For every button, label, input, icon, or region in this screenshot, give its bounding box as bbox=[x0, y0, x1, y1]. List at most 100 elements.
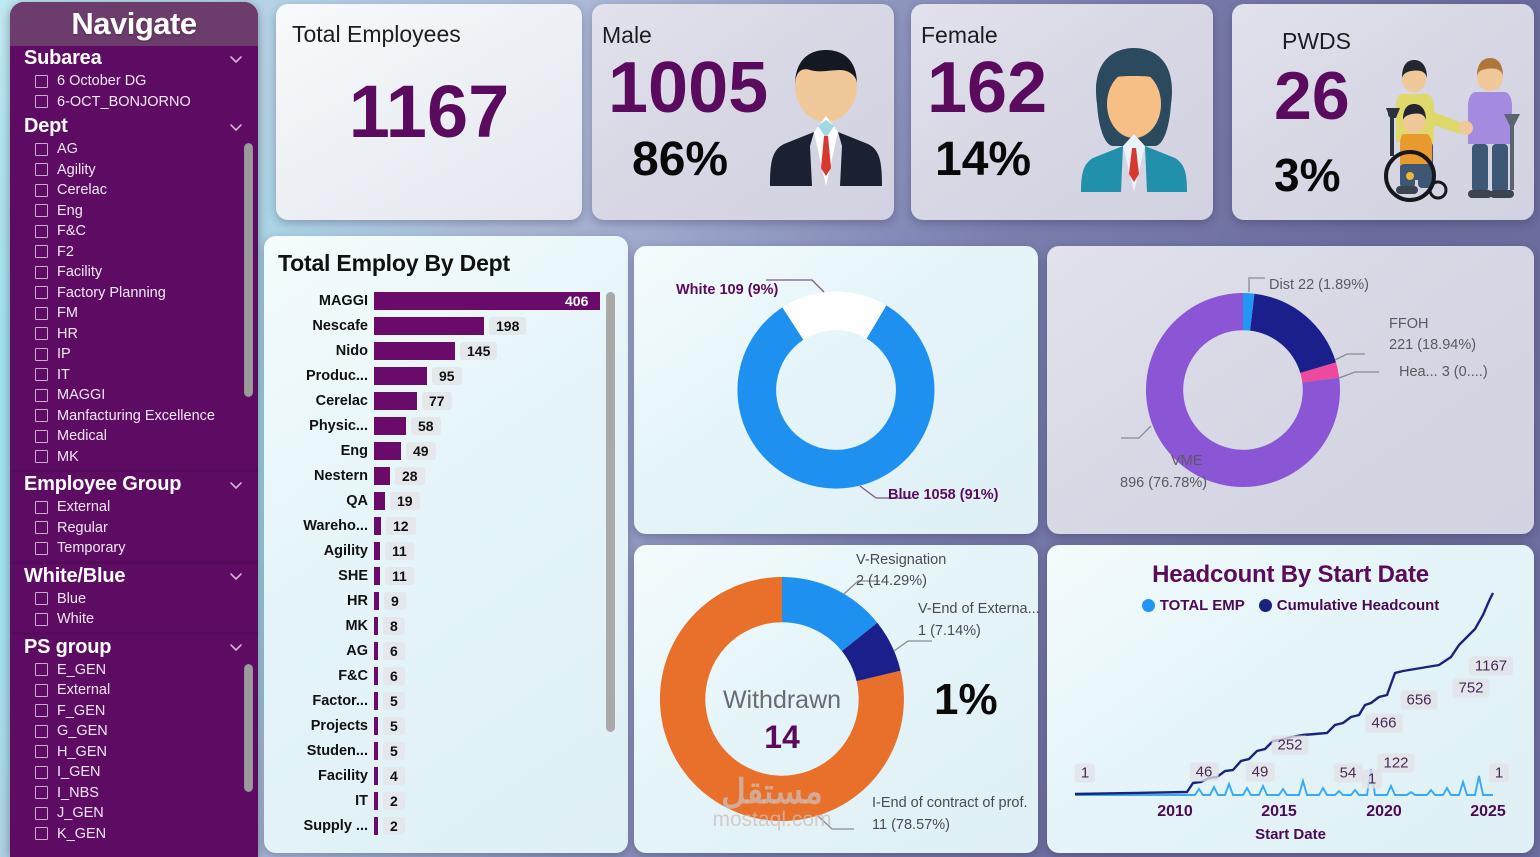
checkbox-icon[interactable] bbox=[35, 450, 48, 464]
slicer-option[interactable]: External bbox=[10, 680, 258, 701]
checkbox-icon[interactable] bbox=[35, 409, 48, 423]
bar[interactable] bbox=[374, 317, 484, 335]
slicer-option[interactable]: IP bbox=[10, 344, 258, 365]
slicer-options[interactable]: AG Agility Cerelac Eng F&C F2 Facility Factory … bbox=[10, 139, 258, 469]
bar-chart-row[interactable]: Nescafe 198 bbox=[264, 315, 628, 340]
checkbox-icon[interactable] bbox=[35, 327, 48, 341]
slicer-option[interactable]: K_GEN bbox=[10, 824, 258, 845]
slicer-header[interactable]: White/Blue bbox=[10, 564, 258, 589]
bar[interactable] bbox=[374, 667, 378, 685]
slicer-option[interactable]: J_GEN bbox=[10, 803, 258, 824]
slicer-option[interactable]: 6-OCT_BONJORNO bbox=[10, 92, 258, 113]
slicer-option[interactable]: Temporary bbox=[10, 538, 258, 559]
chevron-down-icon[interactable] bbox=[228, 639, 244, 655]
slicer-employee-group[interactable]: Employee Group External Regular Temporary bbox=[10, 472, 258, 561]
bar[interactable] bbox=[374, 392, 417, 410]
bar[interactable] bbox=[374, 542, 380, 560]
chevron-down-icon[interactable] bbox=[228, 477, 244, 493]
checkbox-icon[interactable] bbox=[35, 500, 48, 514]
bar-chart-row[interactable]: QA 19 bbox=[264, 490, 628, 515]
slicer-option[interactable]: Manfacturing Excellence bbox=[10, 406, 258, 427]
slicer-option[interactable]: Factory Planning bbox=[10, 283, 258, 304]
slicer-header[interactable]: Employee Group bbox=[10, 472, 258, 497]
bar[interactable] bbox=[374, 792, 378, 810]
bar[interactable] bbox=[374, 767, 378, 785]
slicer-option[interactable]: 6 October DG bbox=[10, 71, 258, 92]
bar[interactable] bbox=[374, 517, 381, 535]
slicer-option[interactable]: I_GEN bbox=[10, 762, 258, 783]
slicer-scrollbar[interactable] bbox=[244, 663, 253, 792]
checkbox-icon[interactable] bbox=[35, 592, 48, 606]
checkbox-icon[interactable] bbox=[35, 612, 48, 626]
slicer-ps-group[interactable]: PS group E_GEN External F_GEN G_GEN H_GEN I_GE… bbox=[10, 635, 258, 847]
bar-chart-row[interactable]: Supply ... 2 bbox=[264, 815, 628, 840]
checkbox-icon[interactable] bbox=[35, 306, 48, 320]
bar-chart-row[interactable]: AG 6 bbox=[264, 640, 628, 665]
checkbox-icon[interactable] bbox=[35, 429, 48, 443]
slicer-option[interactable]: F&C bbox=[10, 221, 258, 242]
bar[interactable] bbox=[374, 417, 406, 435]
bar-chart-rows[interactable]: MAGGI 406 Nescafe 198 Nido 145 Produc... 95 Cere… bbox=[264, 290, 628, 840]
slicer-header[interactable]: Subarea bbox=[10, 46, 258, 71]
bar[interactable] bbox=[374, 592, 379, 610]
checkbox-icon[interactable] bbox=[35, 806, 48, 820]
slicer-options[interactable]: External Regular Temporary bbox=[10, 497, 258, 561]
checkbox-icon[interactable] bbox=[35, 245, 48, 259]
checkbox-icon[interactable] bbox=[35, 541, 48, 555]
bar-chart-row[interactable]: Wareho... 12 bbox=[264, 515, 628, 540]
checkbox-icon[interactable] bbox=[35, 142, 48, 156]
bar[interactable] bbox=[374, 492, 385, 510]
slicer-option[interactable]: Agility bbox=[10, 160, 258, 181]
bar[interactable] bbox=[374, 717, 378, 735]
chevron-down-icon[interactable] bbox=[228, 568, 244, 584]
slicer-option[interactable]: Facility bbox=[10, 262, 258, 283]
bar-chart-row[interactable]: Projects 5 bbox=[264, 715, 628, 740]
navigate-sidebar[interactable]: Navigate Subarea 6 October DG 6-OCT_BONJOR… bbox=[10, 2, 258, 857]
bar[interactable] bbox=[374, 742, 378, 760]
slicer-white-blue[interactable]: White/Blue Blue White bbox=[10, 564, 258, 632]
bar-chart-row[interactable]: Agility 11 bbox=[264, 540, 628, 565]
bar-chart-row[interactable]: Cerelac 77 bbox=[264, 390, 628, 415]
slicer-option[interactable]: AG bbox=[10, 139, 258, 160]
slicer-options[interactable]: Blue White bbox=[10, 589, 258, 632]
slicer-option[interactable]: F_GEN bbox=[10, 701, 258, 722]
bar[interactable] bbox=[374, 292, 600, 310]
checkbox-icon[interactable] bbox=[35, 183, 48, 197]
checkbox-icon[interactable] bbox=[35, 786, 48, 800]
bar-chart-row[interactable]: Nestern 28 bbox=[264, 465, 628, 490]
slicer-options[interactable]: E_GEN External F_GEN G_GEN H_GEN I_GEN I_NBS J_… bbox=[10, 660, 258, 847]
slicer-option[interactable]: Medical bbox=[10, 426, 258, 447]
bar-chart-row[interactable]: SHE 11 bbox=[264, 565, 628, 590]
slicer-header[interactable]: PS group bbox=[10, 635, 258, 660]
slicer-option[interactable]: HR bbox=[10, 324, 258, 345]
bar[interactable] bbox=[374, 467, 390, 485]
bar-chart-row[interactable]: Nido 145 bbox=[264, 340, 628, 365]
bar-chart-row[interactable]: Studen... 5 bbox=[264, 740, 628, 765]
checkbox-icon[interactable] bbox=[35, 95, 48, 109]
slicer-option[interactable]: IT bbox=[10, 365, 258, 386]
slicer-option[interactable]: Blue bbox=[10, 589, 258, 610]
bar[interactable] bbox=[374, 342, 455, 360]
slicer-option[interactable]: Cerelac bbox=[10, 180, 258, 201]
legend-item-cumulative[interactable]: Cumulative Headcount bbox=[1258, 597, 1439, 614]
slicer-option[interactable]: I_NBS bbox=[10, 783, 258, 804]
bar[interactable] bbox=[374, 617, 378, 635]
slicer-option[interactable]: H_GEN bbox=[10, 742, 258, 763]
slicer-option[interactable]: Eng bbox=[10, 201, 258, 222]
slicer-options[interactable]: 6 October DG 6-OCT_BONJORNO bbox=[10, 71, 258, 114]
checkbox-icon[interactable] bbox=[35, 704, 48, 718]
bar[interactable] bbox=[374, 442, 401, 460]
slicer-option[interactable]: FM bbox=[10, 303, 258, 324]
bar[interactable] bbox=[374, 642, 378, 660]
slicer-list[interactable]: Subarea 6 October DG 6-OCT_BONJORNO Dept AG A… bbox=[10, 46, 258, 846]
checkbox-icon[interactable] bbox=[35, 368, 48, 382]
checkbox-icon[interactable] bbox=[35, 521, 48, 535]
bar-chart-row[interactable]: Facility 4 bbox=[264, 765, 628, 790]
checkbox-icon[interactable] bbox=[35, 347, 48, 361]
slicer-option[interactable]: E_GEN bbox=[10, 660, 258, 681]
slicer-option[interactable]: F2 bbox=[10, 242, 258, 263]
slicer-option[interactable]: External bbox=[10, 497, 258, 518]
checkbox-icon[interactable] bbox=[35, 745, 48, 759]
slicer-dept[interactable]: Dept AG Agility Cerelac Eng F&C F2 Facility Fact… bbox=[10, 114, 258, 469]
bar-chart-row[interactable]: HR 9 bbox=[264, 590, 628, 615]
